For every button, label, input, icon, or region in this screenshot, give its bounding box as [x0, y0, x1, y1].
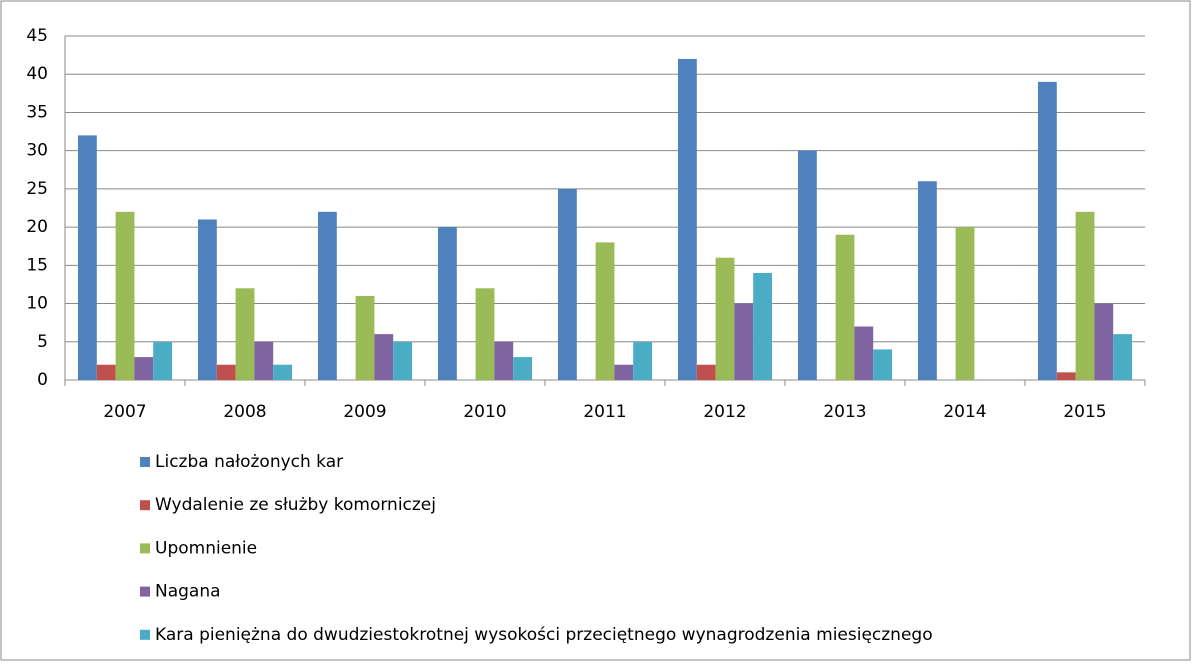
y-tick-label: 40 — [26, 64, 48, 84]
legend-label: Upomnienie — [155, 538, 257, 558]
bar — [873, 349, 892, 380]
x-tick-label: 2007 — [103, 402, 146, 422]
bar — [96, 364, 116, 380]
y-tick-label: 30 — [26, 141, 48, 161]
bar — [494, 341, 514, 380]
bar — [918, 181, 937, 380]
bar — [1113, 334, 1132, 380]
legend-swatch — [140, 543, 150, 554]
bar — [614, 364, 634, 380]
y-tick-label: 15 — [26, 255, 48, 275]
legend-label: Kara pieniężna do dwudziestokrotnej wyso… — [155, 625, 933, 645]
y-tick-label: 25 — [26, 179, 48, 199]
bar — [115, 211, 135, 380]
legend-label: Wydalenie ze służby komorniczej — [155, 495, 436, 515]
legend-swatch — [140, 500, 150, 511]
bar — [198, 219, 217, 380]
x-tick-label: 2009 — [343, 402, 386, 422]
x-tick-label: 2013 — [823, 402, 866, 422]
bar — [78, 135, 97, 380]
y-tick-label: 0 — [37, 370, 48, 390]
y-tick-label: 20 — [26, 217, 48, 237]
x-tick-label: 2010 — [463, 402, 506, 422]
bar — [475, 288, 495, 380]
bar — [595, 242, 615, 380]
bar — [753, 272, 772, 380]
bar — [374, 334, 394, 380]
bar — [798, 150, 817, 380]
bar — [1056, 372, 1076, 380]
bar — [318, 211, 337, 380]
bar — [513, 357, 532, 380]
legend-label: Nagana — [155, 582, 221, 602]
bar — [955, 227, 975, 380]
bar — [254, 341, 274, 380]
bar — [696, 364, 716, 380]
legend-label: Liczba nałożonych kar — [155, 452, 343, 472]
bar — [558, 188, 577, 380]
bar — [854, 326, 874, 380]
bar — [678, 58, 697, 380]
x-tick-label: 2015 — [1063, 402, 1106, 422]
bar — [633, 341, 652, 380]
x-tick-label: 2014 — [943, 402, 986, 422]
bar — [734, 303, 754, 380]
bar — [835, 234, 855, 380]
legend-swatch — [140, 457, 150, 467]
y-tick-label: 45 — [26, 26, 48, 46]
bar — [355, 295, 375, 380]
bar — [438, 227, 457, 380]
bar — [715, 257, 735, 380]
bar — [273, 364, 292, 380]
legend-swatch — [140, 629, 150, 640]
legend-swatch — [140, 586, 150, 597]
x-tick-label: 2012 — [703, 402, 746, 422]
x-tick-label: 2008 — [223, 402, 266, 422]
bar — [153, 341, 172, 380]
bar — [235, 288, 255, 380]
y-tick-label: 10 — [26, 294, 48, 314]
bar — [1038, 81, 1057, 380]
x-tick-label: 2011 — [583, 402, 626, 422]
y-tick-label: 35 — [26, 102, 48, 122]
bar — [393, 341, 412, 380]
bar — [134, 357, 154, 380]
bar — [216, 364, 236, 380]
y-tick-label: 5 — [37, 332, 48, 352]
bar — [1075, 211, 1095, 380]
bar — [1094, 303, 1114, 380]
